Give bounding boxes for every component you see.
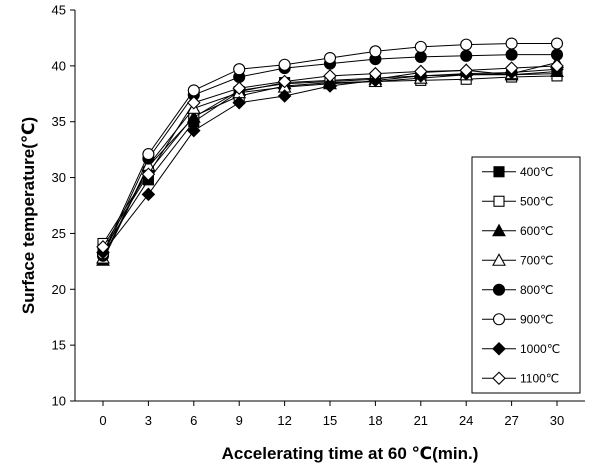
legend-box xyxy=(471,156,581,394)
y-tick-label: 45 xyxy=(52,3,66,18)
data-point xyxy=(323,69,337,83)
legend-marker xyxy=(492,253,506,266)
series-group xyxy=(96,37,564,266)
legend-label: 800℃ xyxy=(520,283,554,297)
data-point xyxy=(278,58,291,71)
x-tick-label: 30 xyxy=(550,413,564,428)
data-point xyxy=(460,49,473,62)
legend-label: 700℃ xyxy=(520,253,554,267)
data-point xyxy=(414,50,427,63)
data-point xyxy=(187,84,200,97)
data-point xyxy=(187,95,201,110)
legend-label: 900℃ xyxy=(520,312,554,326)
legend-marker xyxy=(492,283,506,296)
legend-item: 600℃ xyxy=(482,223,554,238)
legend-label: 400℃ xyxy=(520,165,554,179)
y-tick-label: 10 xyxy=(52,394,66,409)
data-point xyxy=(141,167,156,181)
x-tick-label: 18 xyxy=(368,413,382,428)
legend-item: 1000℃ xyxy=(482,342,560,356)
axes xyxy=(70,9,585,406)
y-tick-label: 25 xyxy=(52,226,66,241)
y-tick-label: 15 xyxy=(52,338,66,353)
legend-label: 500℃ xyxy=(520,194,554,208)
data-point xyxy=(232,95,246,110)
legend-item: 500℃ xyxy=(482,194,554,208)
data-point xyxy=(504,61,519,75)
x-tick-label: 21 xyxy=(414,413,428,428)
data-point xyxy=(505,48,518,61)
legend-label: 600℃ xyxy=(520,224,554,238)
y-tick-label: 40 xyxy=(52,58,66,73)
data-point xyxy=(277,74,292,89)
y-tick-label: 35 xyxy=(52,114,66,129)
data-point xyxy=(369,45,382,58)
data-point xyxy=(141,187,156,202)
data-point xyxy=(550,37,564,50)
x-tick-label: 24 xyxy=(459,413,473,428)
data-point xyxy=(505,37,518,50)
y-tick-label: 30 xyxy=(52,170,66,185)
legend-marker xyxy=(492,223,506,237)
legend-item: 1100℃ xyxy=(482,371,559,385)
x-tick-label: 3 xyxy=(145,413,152,428)
data-point xyxy=(187,123,201,138)
legend-label: 1100℃ xyxy=(520,371,559,385)
x-tick-label: 15 xyxy=(323,413,337,428)
data-point xyxy=(233,63,246,76)
legend-marker xyxy=(493,166,505,178)
data-point xyxy=(550,59,564,73)
legend-label: 1000℃ xyxy=(520,342,560,356)
legend-marker xyxy=(492,313,506,326)
y-axis-label: Surface temperature(℃) xyxy=(19,117,38,314)
data-point xyxy=(277,89,292,103)
data-point xyxy=(414,40,427,53)
data-point xyxy=(186,110,201,123)
data-point xyxy=(96,240,110,254)
x-tick-label: 9 xyxy=(236,413,243,428)
data-point xyxy=(368,66,383,81)
legend-item: 700℃ xyxy=(482,253,554,267)
x-axis-label: Accelerating time at 60 ℃(min.) xyxy=(222,444,479,463)
data-point xyxy=(232,81,246,95)
legend-marker xyxy=(493,195,505,207)
legend-item: 900℃ xyxy=(482,312,554,326)
x-tick-label: 6 xyxy=(190,413,197,428)
data-point xyxy=(460,38,473,51)
data-point xyxy=(459,63,473,78)
y-tick-label: 20 xyxy=(52,282,66,297)
data-point xyxy=(323,51,337,65)
data-point xyxy=(142,148,155,161)
x-tick-label: 12 xyxy=(277,413,291,428)
legend-marker xyxy=(492,341,506,356)
legend-marker xyxy=(492,371,506,386)
x-tick-label: 27 xyxy=(504,413,518,428)
legend-item: 400℃ xyxy=(482,165,554,179)
legend-item: 800℃ xyxy=(482,283,554,297)
series-8 xyxy=(96,59,564,254)
data-point xyxy=(550,48,564,61)
legend: 400℃ 500℃ 600℃ 700℃ 800℃ 900℃ 1000℃ 1100℃ xyxy=(471,156,581,394)
data-point xyxy=(323,79,337,93)
data-point xyxy=(414,64,428,79)
tick-labels: 10 15 20 25 30 35 40 45 0 3 6 9 12 15 18 21 24 27 30 xyxy=(52,3,565,429)
x-tick-label: 0 xyxy=(99,413,106,428)
